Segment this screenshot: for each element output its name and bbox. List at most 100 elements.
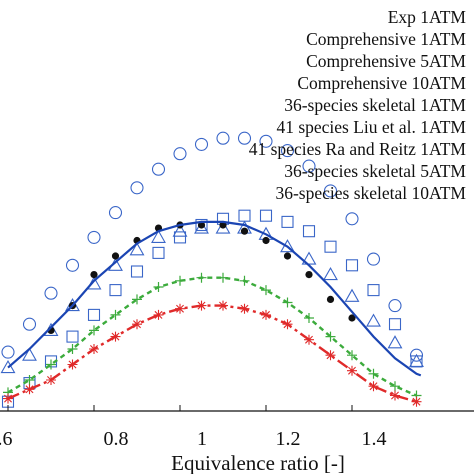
data-point-asterisk [239,303,250,314]
data-point-circle [22,317,37,331]
data-point-square [66,330,79,343]
legend-entry-2: Comprehensive 1ATM [306,29,466,49]
data-point-square [195,218,208,232]
data-point-asterisk [368,381,379,392]
legend-entry-4: Comprehensive 10ATM [297,73,466,93]
data-point-asterisk [218,300,228,311]
legend-entry-1: Exp 1ATM [388,7,467,27]
data-point-circle [388,299,402,313]
data-point-dot [326,295,335,303]
x-axis-label: Equivalence ratio [-] [171,451,345,474]
data-point-triangle [0,359,16,374]
series-5 [7,220,422,377]
x-tick-label: 1 [197,428,207,450]
series-7 [3,300,422,407]
x-tick-label: 1.4 [362,428,387,450]
data-point-circle [1,345,15,359]
x-tick-label: .6 [0,428,13,450]
data-point-plus [282,297,293,308]
data-point-circle [194,137,209,151]
data-point-circle [409,348,424,362]
data-point-square [109,284,122,297]
data-point-circle [65,258,80,272]
series-6 [3,272,422,401]
legend-entry-9: 36-species skeletal 10ATM [275,183,466,203]
data-point-triangle [366,313,381,327]
data-point-asterisk [46,375,56,385]
data-point-dot [240,227,249,235]
data-point-triangle [151,229,166,243]
data-point-asterisk [261,309,271,320]
data-point-square [130,265,144,278]
data-point-asterisk [282,319,293,330]
data-point-triangle [194,220,209,234]
x-tick-label: 1.2 [276,428,301,450]
data-point-circle [173,147,187,161]
data-point-circle [44,286,58,300]
data-point-plus [196,272,207,283]
data-point-circle [366,252,381,266]
data-point-circle [237,131,252,145]
legend-entry-3: Comprehensive 5ATM [306,51,466,71]
plot-area [0,131,424,408]
data-point-asterisk [196,300,207,311]
data-point-circle [87,230,101,244]
data-point-square [259,209,273,222]
data-point-plus [24,375,35,385]
data-point-plus [132,294,142,305]
data-point-asterisk [110,331,121,342]
data-point-asterisk [89,344,99,354]
legend-entry-6: 41 species Liu et al. 1ATM [276,117,466,137]
data-point-plus [261,285,271,296]
data-point-square [324,240,337,253]
legend-entry-7: 41 species Ra and Reitz 1ATM [249,139,467,159]
data-point-circle [345,212,359,226]
data-point-dot [305,271,313,279]
data-point-plus [304,313,314,323]
data-point-square [367,284,380,297]
data-point-triangle [22,347,37,361]
data-point-square [388,318,402,331]
data-point-circle [151,162,166,176]
x-tick-label: 0.8 [104,428,129,450]
data-point-plus [218,272,228,283]
data-point-square [87,308,101,321]
data-point-plus [390,381,400,392]
data-point-plus [239,275,250,286]
legend-entry-8: 36-species skeletal 5ATM [284,161,466,181]
data-point-plus [368,368,379,379]
data-point-asterisk [3,393,13,404]
data-point-asterisk [411,396,422,407]
data-point-asterisk [390,390,400,401]
data-point-dot [90,271,98,279]
data-point-asterisk [347,365,357,376]
data-point-plus [67,344,78,354]
data-point-triangle [344,288,360,302]
data-point-asterisk [304,334,314,345]
data-point-triangle [323,266,338,281]
data-point-plus [175,275,185,286]
data-point-circle [323,184,338,198]
data-point-plus [110,309,121,320]
series-line [7,220,422,377]
data-point-circle [130,181,144,195]
legend-entry-5: 36-species skeletal 1ATM [284,95,466,115]
data-point-circle [302,159,316,173]
series-1 [1,131,424,362]
data-point-triangle [215,220,231,234]
data-point-square [173,231,187,244]
data-point-triangle [129,242,145,256]
data-point-asterisk [24,384,35,395]
data-point-circle [108,206,123,220]
data-point-square [152,246,165,259]
data-point-circle [280,144,295,158]
series-line [7,304,417,403]
data-point-dot [262,236,270,245]
data-point-circle [216,131,230,145]
data-point-triangle [172,223,188,237]
data-point-asterisk [132,319,142,330]
data-point-triangle [387,335,403,349]
data-point-square [345,259,359,272]
